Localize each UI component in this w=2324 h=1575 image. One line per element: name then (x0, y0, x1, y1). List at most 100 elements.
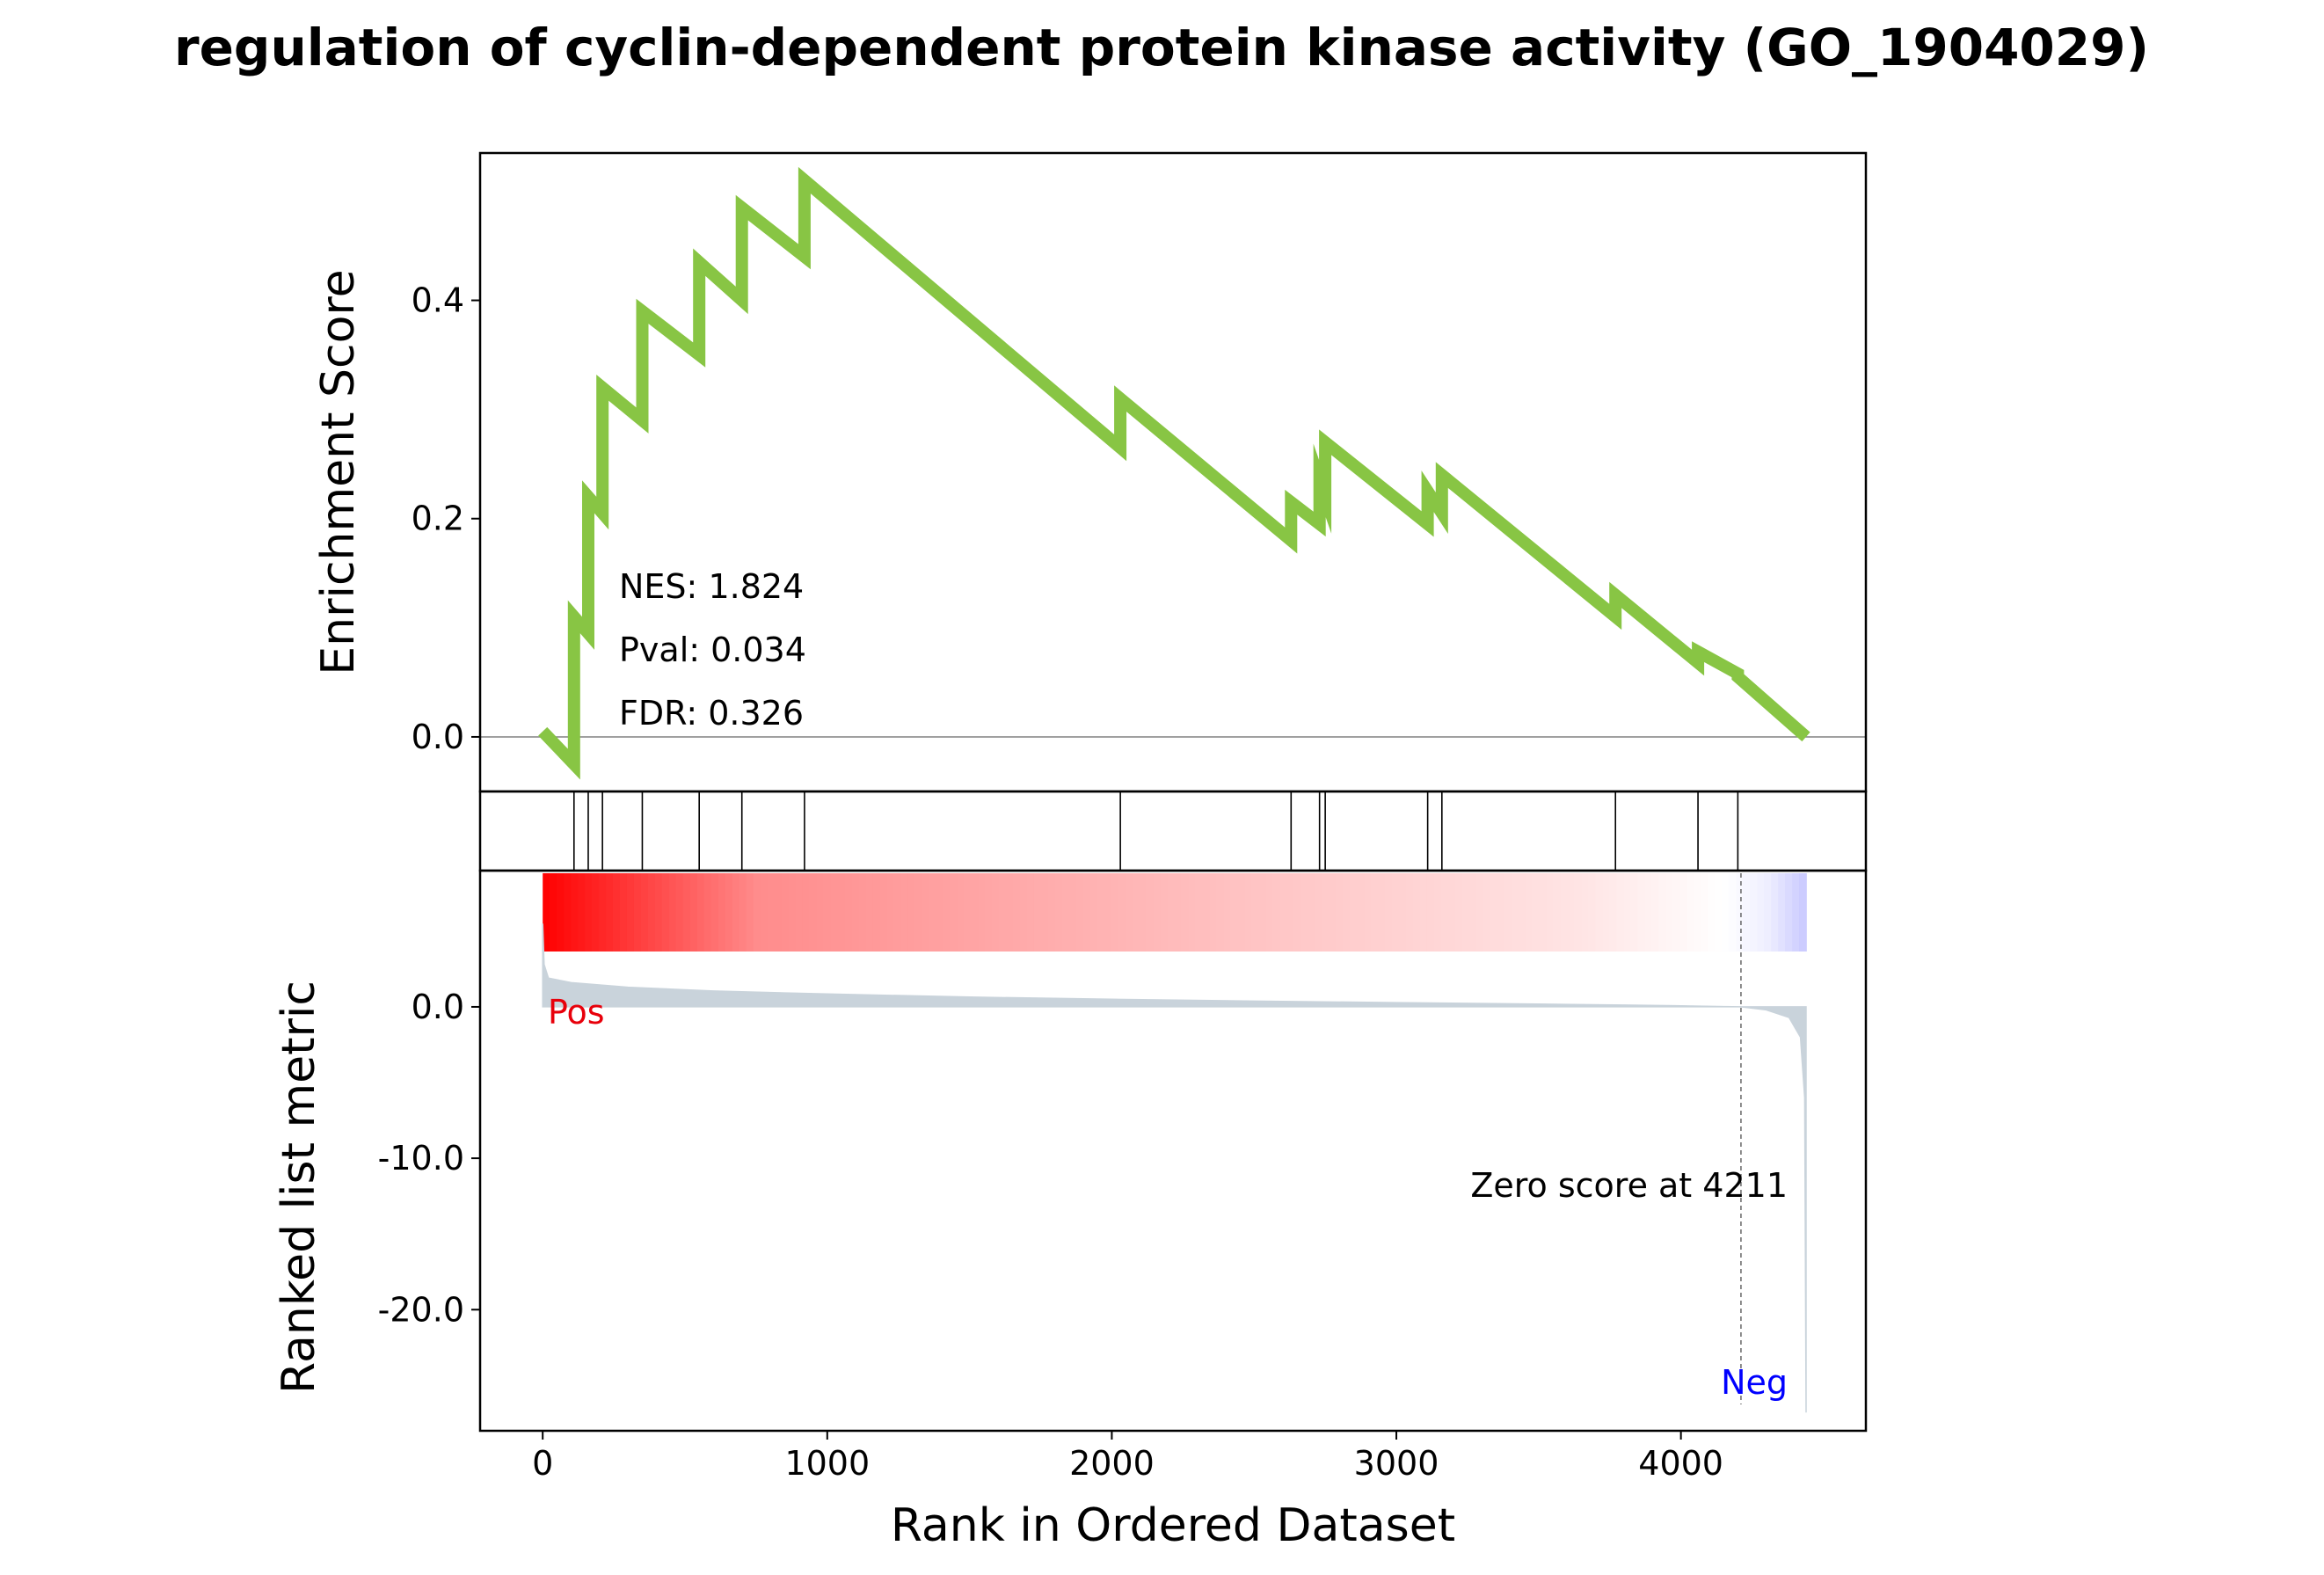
gradient-cell (1581, 873, 1590, 952)
ranked-y-tick-label: -10.0 (378, 1139, 464, 1178)
gradient-cell (1468, 873, 1477, 952)
gradient-cell (1068, 873, 1077, 952)
gradient-cell (1013, 873, 1021, 952)
running-es-line-group (538, 166, 1810, 780)
gradient-cell (564, 873, 572, 952)
gradient-cell (879, 873, 888, 952)
gradient-cell (1188, 873, 1197, 952)
gradient-cell (1132, 873, 1140, 952)
gradient-cell (851, 873, 860, 952)
gradient-cell (606, 873, 614, 952)
gradient-cell (1336, 873, 1344, 952)
gradient-cell (1251, 873, 1260, 952)
gradient-cell (1308, 873, 1316, 952)
gradient-cell (1736, 873, 1744, 952)
gradient-cell (1040, 873, 1049, 952)
gradient-cell (1420, 873, 1428, 952)
hit-markers-group (572, 791, 1739, 871)
rank-gradient-group (543, 873, 1807, 952)
gradient-cell (571, 873, 579, 952)
gradient-cell (1792, 873, 1800, 952)
gradient-cell (1454, 873, 1463, 952)
gradient-cell (1026, 873, 1035, 952)
enrichment-y-tick-label: 0.0 (412, 718, 464, 756)
gradient-cell (900, 873, 909, 952)
gradient-cell (668, 873, 677, 952)
gradient-cell (1118, 873, 1126, 952)
x-tick-label: 3000 (1354, 1444, 1439, 1483)
gradient-cell (872, 873, 881, 952)
gradient-cell (661, 873, 670, 952)
gradient-cell (1771, 873, 1779, 952)
gradient-cell (823, 873, 832, 952)
gradient-cell (1096, 873, 1105, 952)
gradient-cell (703, 873, 712, 952)
enrichment-y-tick-label: 0.4 (412, 281, 464, 320)
ranked-y-ticks-group: 0.0 -10.0 -20.0 (378, 988, 480, 1329)
gradient-cell (1602, 873, 1611, 952)
gradient-cell (1553, 873, 1562, 952)
gradient-cell (999, 873, 1007, 952)
gradient-cell (1595, 873, 1604, 952)
gradient-cell (1574, 873, 1583, 952)
gradient-cell (1343, 873, 1351, 952)
gradient-cell (1209, 873, 1218, 952)
gradient-cell (1708, 873, 1716, 952)
gradient-cell (1357, 873, 1365, 952)
gradient-cell (837, 873, 846, 952)
gradient-cell (830, 873, 839, 952)
gradient-cell (858, 873, 867, 952)
gradient-cell (620, 873, 628, 952)
ranked-y-tick-label: -20.0 (378, 1290, 464, 1329)
fdr-annotation: FDR: 0.326 (619, 694, 804, 733)
gradient-cell (943, 873, 951, 952)
gradient-cell (1750, 873, 1758, 952)
gradient-cell (640, 873, 649, 952)
gradient-cell (1139, 873, 1147, 952)
gradient-cell (626, 873, 635, 952)
gradient-cell (1223, 873, 1232, 952)
gradient-cell (1525, 873, 1534, 952)
gradient-cell (1322, 873, 1330, 952)
gradient-cell (550, 873, 557, 952)
gradient-cell (907, 873, 916, 952)
x-tick-label: 0 (532, 1444, 553, 1483)
gradient-cell (795, 873, 804, 952)
gradient-cell (1216, 873, 1225, 952)
gradient-cell (1006, 873, 1014, 952)
pval-annotation: Pval: 0.034 (619, 631, 806, 669)
gradient-cell (1413, 873, 1421, 952)
gradient-cell (1300, 873, 1309, 952)
ranked-y-tick-label: 0.0 (412, 988, 464, 1026)
gradient-cell (1174, 873, 1183, 952)
gradient-cell (886, 873, 895, 952)
gradient-cell (1637, 873, 1646, 952)
gradient-cell (696, 873, 705, 952)
gradient-cell (1764, 873, 1772, 952)
gradient-cell (1230, 873, 1239, 952)
ranked-metric-area (542, 923, 1807, 1413)
gradient-cell (732, 873, 740, 952)
x-tick-label: 4000 (1638, 1444, 1723, 1483)
gradient-cell (585, 873, 593, 952)
gradient-cell (1560, 873, 1569, 952)
gradient-cell (1061, 873, 1070, 952)
gradient-cell (1258, 873, 1267, 952)
gradient-cell (1511, 873, 1519, 952)
gradient-cell (1047, 873, 1056, 952)
x-tick-label: 1000 (784, 1444, 870, 1483)
gradient-cell (950, 873, 958, 952)
gradient-cell (1385, 873, 1393, 952)
gradient-cell (1244, 873, 1253, 952)
gradient-cell (1799, 873, 1807, 952)
gradient-cell (1350, 873, 1358, 952)
ranked-y-axis-label: Ranked list metric (273, 981, 325, 1394)
gradient-cell (1237, 873, 1246, 952)
ranked-metric-group (542, 873, 1807, 1413)
gradient-cell (767, 873, 776, 952)
gradient-cell (1020, 873, 1028, 952)
gradient-cell (992, 873, 1000, 952)
gradient-cell (1694, 873, 1702, 952)
gradient-cell (1364, 873, 1372, 952)
